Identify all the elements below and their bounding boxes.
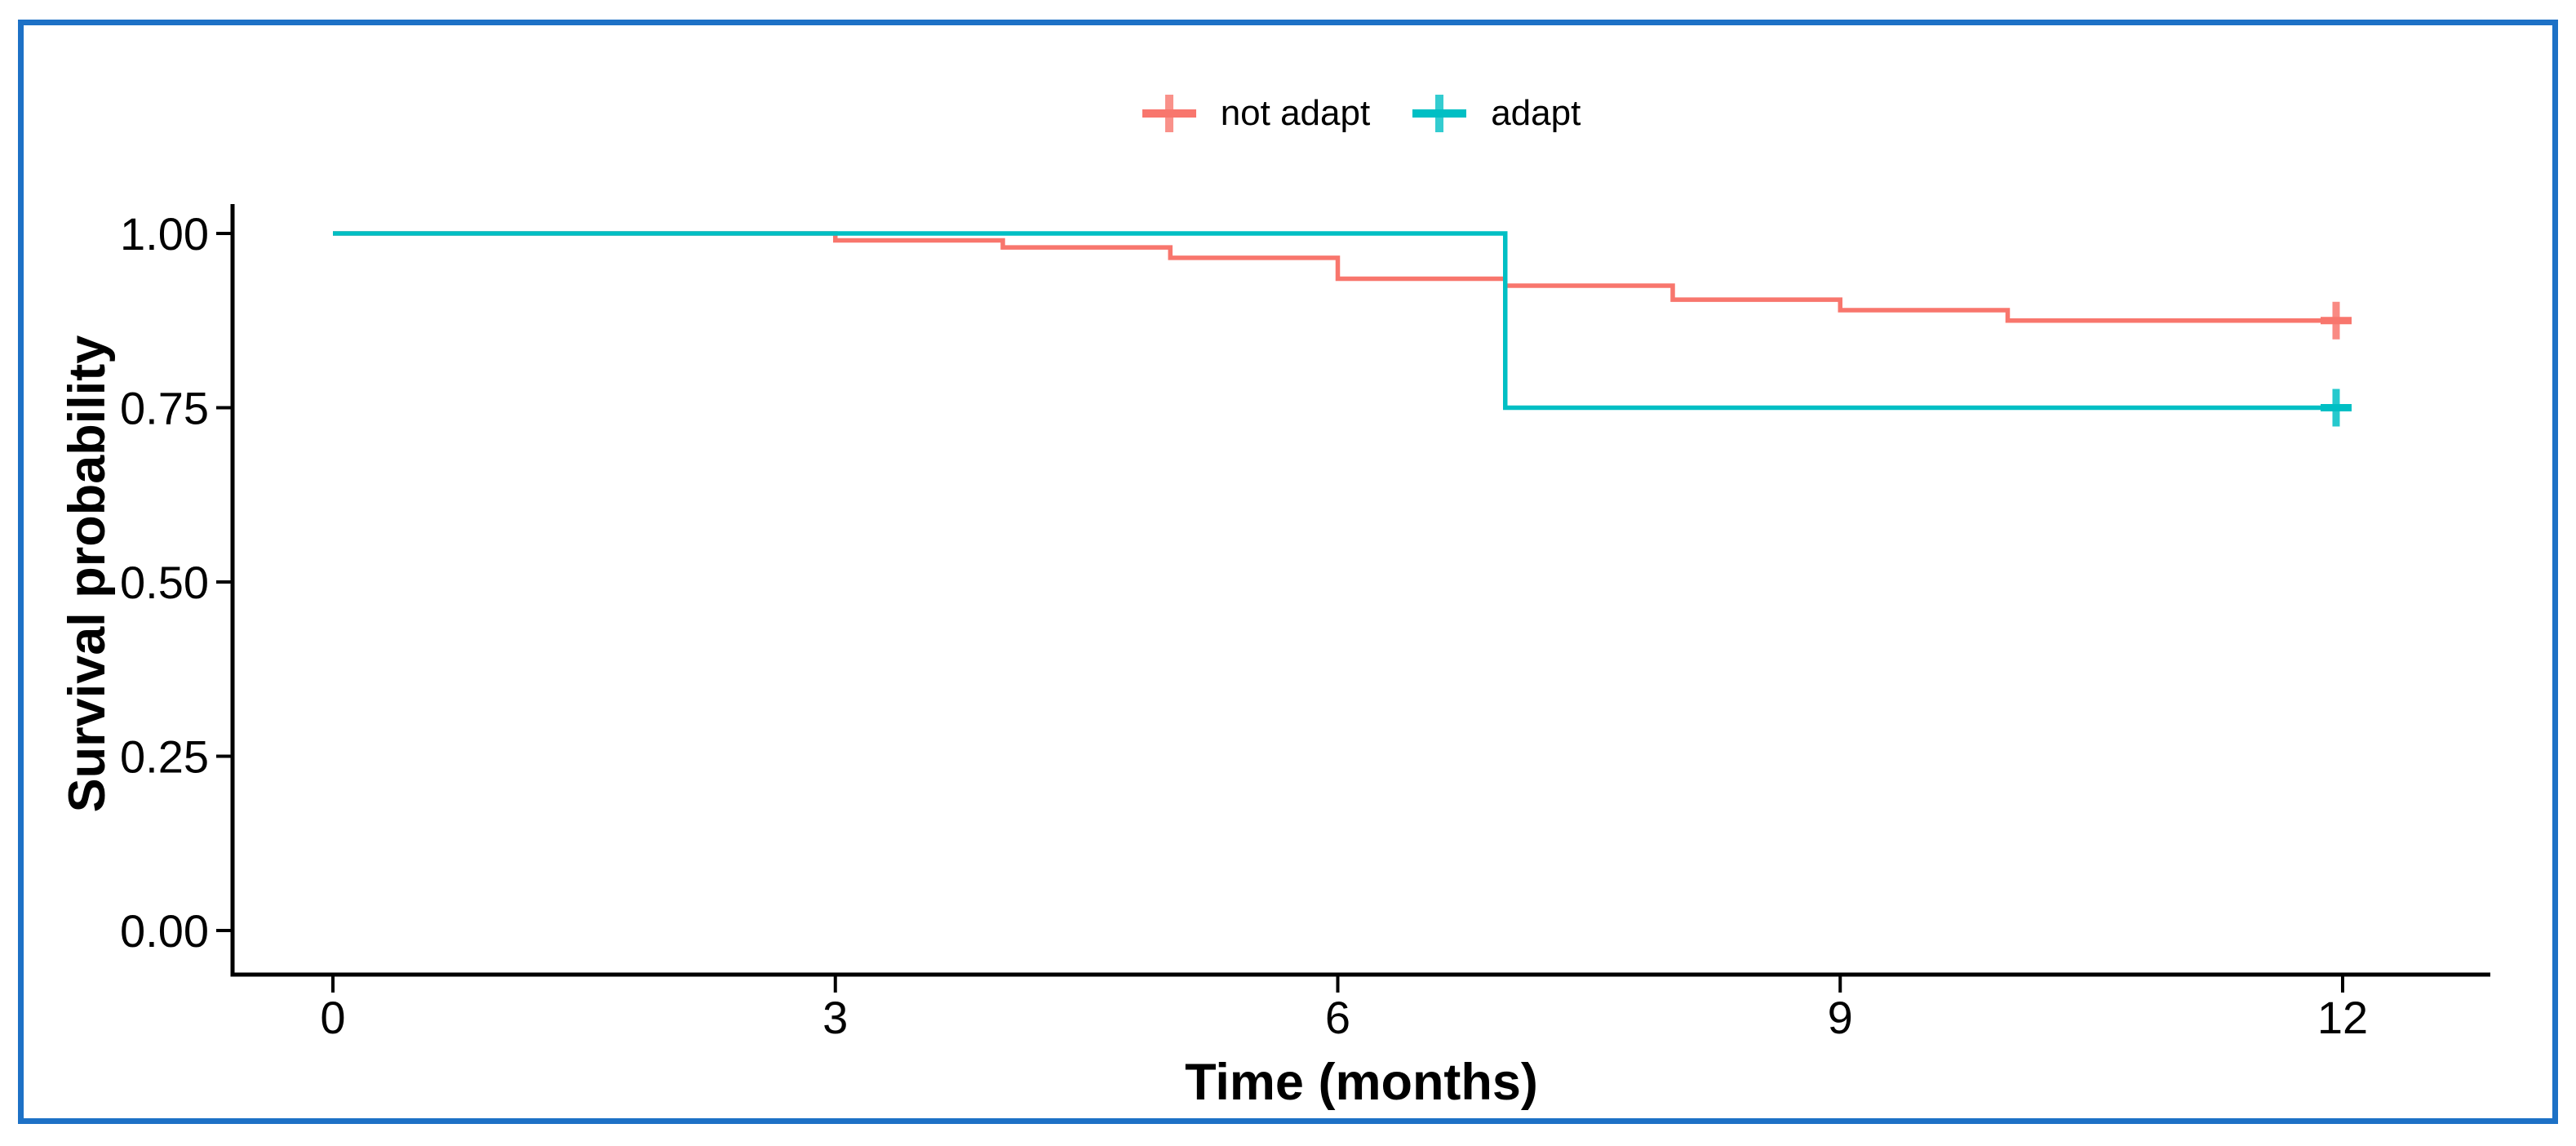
legend: not adapt adapt [233,84,2490,143]
legend-item-adapt: adapt [1412,93,1581,134]
y-tick-label: 0.25 [120,731,209,783]
y-tick-label: 0.00 [120,905,209,957]
legend-item-not-adapt: not adapt [1142,93,1371,134]
x-tick-label: 6 [1325,992,1350,1043]
plus-censor-icon [1412,93,1467,134]
series-line-not-adapt [333,231,2343,323]
plus-censor-icon [1142,93,1196,134]
x-tick-label: 9 [1828,992,1853,1043]
x-tick-label: 0 [320,992,345,1043]
figure-border [18,20,2558,1124]
x-axis-title: Time (months) [1185,1054,1538,1111]
legend-label: adapt [1491,93,1581,133]
x-tick-label: 3 [822,992,848,1043]
y-tick-label: 0.50 [120,557,209,608]
legend-label: not adapt [1220,93,1371,133]
series-line-adapt [333,231,2343,411]
censor-plus-icon-not-adapt [2321,317,2352,325]
y-tick-label: 0.75 [120,383,209,434]
x-tick-label: 12 [2317,992,2368,1043]
censor-plus-icon-adapt [2321,404,2352,411]
y-axis-title: Survival probability [59,335,116,813]
y-tick-label: 1.00 [120,208,209,260]
